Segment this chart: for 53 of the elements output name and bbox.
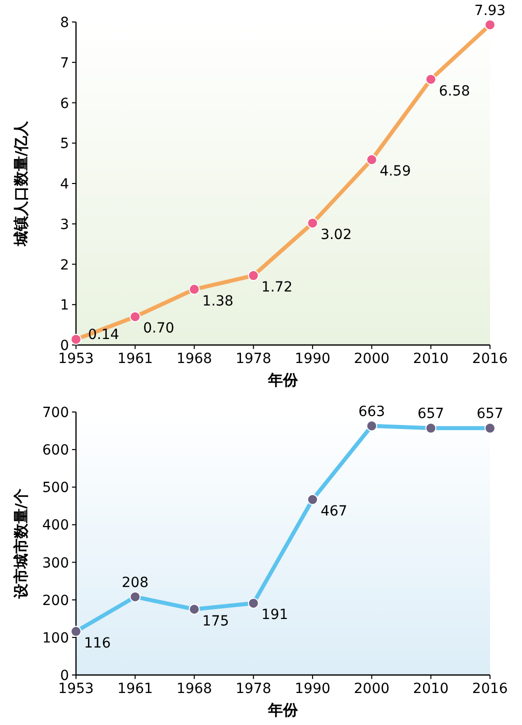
data-label: 175 [202,613,230,630]
y-axis-title: 设市城市数量/个 [12,487,30,600]
y-tick-label: 600 [42,442,69,459]
x-tick-label: 1990 [294,681,330,697]
y-tick-label: 1 [60,298,69,314]
y-tick-label: 200 [42,592,69,609]
x-tick-label: 2016 [472,681,508,697]
y-tick-label: 0 [60,668,69,684]
x-tick-label: 2000 [354,681,390,697]
y-tick-label: 8 [60,15,69,31]
text: 0.70 [143,320,174,337]
x-tick-label: 1961 [117,351,153,367]
text: 4.59 [380,164,411,180]
x-tick-label: 2010 [413,681,449,697]
y-tick-label: 100 [42,630,69,646]
y-tick-label: 5 [60,136,69,152]
y-tick-label: 2 [60,257,69,274]
x-tick-label: 1961 [117,681,153,697]
data-label: 116 [84,635,111,652]
text: 3.02 [320,227,352,244]
y-tick-label: 700 [42,405,69,421]
x-tick-label: 1968 [176,681,212,697]
data-label: 191 [261,607,288,624]
text: 7.93 [474,2,506,19]
data-label: 663 [358,404,386,420]
data-label: 208 [122,574,149,591]
y-tick-label: 4 [60,176,70,192]
y-tick-label: 3 [60,216,69,233]
y-tick-label: 7 [60,55,69,72]
x-tick-label: 2000 [354,351,390,367]
text: 1.38 [202,293,234,310]
data-label: 657 [417,406,444,422]
data-label: 467 [320,504,348,520]
x-axis-title: 年份 [267,701,299,719]
y-tick-label: 400 [42,518,69,534]
text: 6.58 [438,83,470,100]
y-tick-label: 300 [42,555,69,572]
x-tick-label: 1953 [58,351,94,367]
x-tick-label: 2010 [413,351,449,367]
text: 1.72 [261,280,293,296]
y-tick-label: 0 [60,338,69,354]
x-tick-label: 2016 [472,351,508,367]
data-label: 657 [476,406,504,422]
text: 0.14 [88,327,120,343]
x-tick-label: 1990 [294,351,330,367]
x-axis-title: 年份 [267,371,299,389]
x-tick-label: 1968 [176,351,212,367]
y-tick-label: 500 [42,480,69,496]
x-tick-label: 1978 [236,351,272,367]
y-tick-label: 6 [60,96,70,112]
x-tick-label: 1978 [236,681,272,697]
x-tick-label: 1953 [58,681,94,697]
y-axis-title: 城镇人口数量/亿人 [12,120,30,248]
